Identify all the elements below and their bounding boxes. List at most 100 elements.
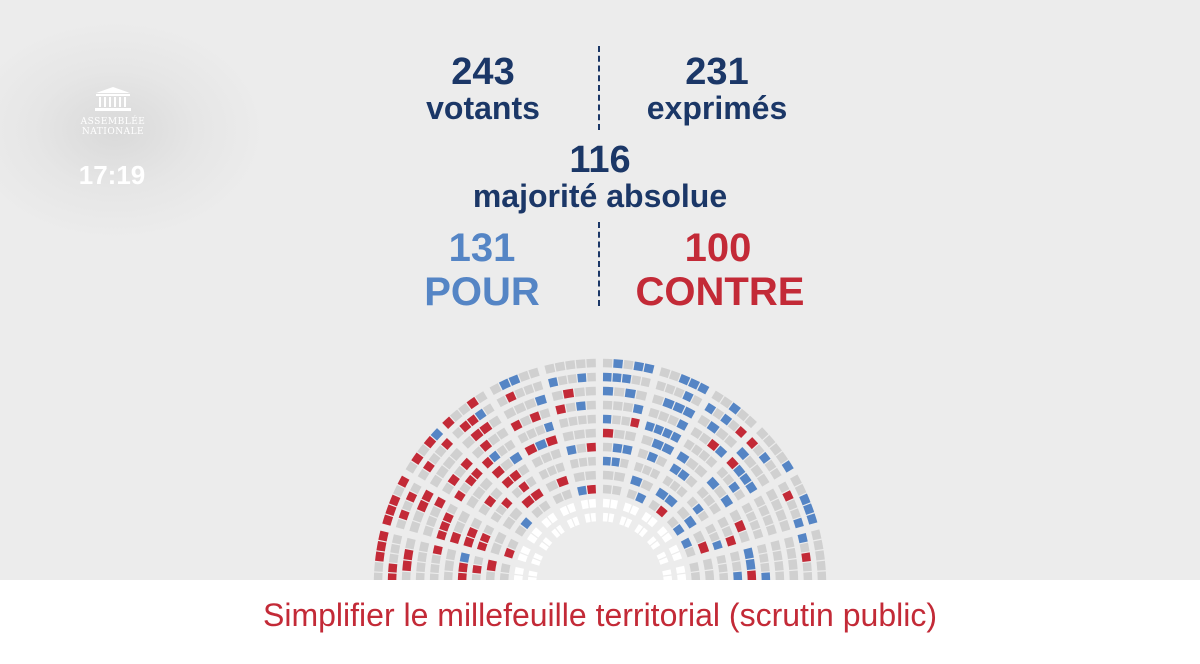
hemicycle-seat — [458, 562, 468, 573]
hemicycle-seat — [556, 524, 565, 535]
title-banner — [0, 580, 1200, 664]
hemicycle-seat — [410, 482, 422, 495]
hemicycle-seat — [533, 552, 543, 561]
hemicycle-seat — [441, 437, 454, 450]
hemicycle-seat — [483, 524, 495, 536]
hemicycle-seat — [706, 438, 720, 452]
hemicycle-seat — [782, 490, 794, 502]
hemicycle-seat — [769, 443, 782, 456]
hemicycle-seat — [478, 503, 491, 516]
hemicycle-seat — [684, 546, 696, 558]
hemicycle-seat — [657, 411, 670, 423]
hemicycle-seat — [586, 442, 596, 452]
hemicycle-seat — [521, 495, 535, 509]
pour-label: POUR — [424, 270, 540, 314]
hemicycle-seat — [562, 431, 575, 442]
hemicycle-seat — [602, 498, 611, 508]
hemicycle-seat — [664, 494, 678, 508]
hemicycle-seat — [672, 401, 686, 414]
hemicycle-seat — [635, 492, 647, 504]
hemicycle-seat — [716, 466, 729, 479]
hemicycle-seat — [756, 543, 768, 554]
hemicycle-seat — [736, 408, 750, 422]
hemicycle-seat — [734, 519, 747, 533]
hemicycle-seat — [457, 510, 471, 524]
hemicycle-seat — [722, 473, 735, 486]
logo-text-line2: NATIONALE — [81, 127, 145, 137]
hemicycle-seat — [794, 483, 807, 496]
hemicycle-seat — [672, 523, 685, 536]
hemicycle-seat — [504, 547, 515, 559]
hemicycle-seat — [558, 417, 569, 429]
hemicycle-seat — [806, 513, 818, 525]
hemicycle-seat — [758, 553, 769, 563]
votants-count: 243 — [451, 51, 515, 93]
hemicycle-seat — [613, 387, 625, 397]
hemicycle-seat — [464, 474, 477, 487]
hemicycle-seat — [666, 516, 679, 529]
hemicycle-seat — [573, 429, 586, 440]
hemicycle-seat — [745, 481, 758, 494]
hemicycle-seat — [668, 544, 680, 555]
hemicycle-seat — [646, 451, 659, 463]
hemicycle-seat — [405, 491, 418, 503]
hemicycle-seat — [630, 417, 640, 428]
hemicycle-seat — [543, 421, 555, 433]
hemicycle-seat — [705, 455, 718, 468]
hemicycle-seat — [490, 542, 502, 555]
hemicycle-seat — [706, 476, 720, 490]
hemicycle-seat — [502, 516, 516, 530]
hemicycle-seat — [803, 503, 815, 515]
hemicycle-seat — [648, 407, 660, 419]
clock-time: 17:19 — [78, 160, 146, 190]
hemicycle-seat — [526, 533, 538, 544]
assemblee-nationale-logo: ASSEMBLÉE NATIONALE — [78, 86, 148, 137]
hemicycle-seat — [405, 537, 416, 550]
hemicycle-seat — [786, 499, 798, 511]
hemicycle-seat — [510, 419, 523, 432]
hemicycle-seat — [441, 482, 455, 495]
hemicycle-seat — [799, 542, 810, 553]
hemicycle-seat — [574, 387, 585, 397]
hemicycle-seat — [442, 456, 456, 470]
hemicycle-seat — [534, 394, 547, 406]
hemicycle-seat — [638, 527, 648, 538]
hemicycle-seat — [398, 509, 410, 521]
hemicycle-seat — [466, 495, 479, 509]
hemicycle-seat — [449, 409, 463, 423]
divider-top — [598, 46, 600, 130]
hemicycle-seat — [422, 525, 434, 537]
hemicycle-seat — [655, 505, 668, 518]
hemicycle-seat — [690, 395, 703, 407]
hemicycle-seat — [524, 443, 538, 456]
hemicycle-seat — [423, 435, 437, 449]
hemicycle-seat — [608, 513, 615, 523]
hemicycle-seat — [752, 444, 765, 457]
hemicycle-seat — [765, 488, 778, 502]
hemicycle-seat — [557, 375, 568, 386]
hemicycle-seat — [532, 381, 544, 392]
hemicycle-seat — [612, 373, 622, 383]
hemicycle-seat — [444, 560, 455, 572]
hemicycle-seat — [573, 471, 586, 483]
hemicycle-seat — [682, 406, 696, 419]
hemicycle-seat — [676, 486, 688, 498]
hemicycle-seat — [490, 487, 503, 500]
hemicycle-seat — [676, 451, 690, 464]
hemicycle-seat — [501, 497, 513, 509]
hemicycle-seat — [677, 469, 690, 482]
hemicycle-seat — [479, 439, 493, 452]
hemicycle-seat — [577, 373, 587, 383]
hemicycle-seat — [508, 374, 521, 386]
hemicycle-seat — [452, 426, 465, 439]
hemicycle-seat — [648, 499, 661, 512]
hemicycle-seat — [815, 550, 825, 561]
hemicycle-seat — [662, 475, 674, 487]
hemicycle-seat — [650, 541, 661, 550]
hemicycle-seat — [503, 407, 517, 420]
hemicycle-seat — [788, 559, 798, 570]
hemicycle-seat — [562, 388, 575, 399]
logo-text-line1: ASSEMBLÉE — [80, 117, 146, 127]
hemicycle-seat — [434, 496, 446, 509]
hemicycle-seat — [517, 464, 530, 477]
